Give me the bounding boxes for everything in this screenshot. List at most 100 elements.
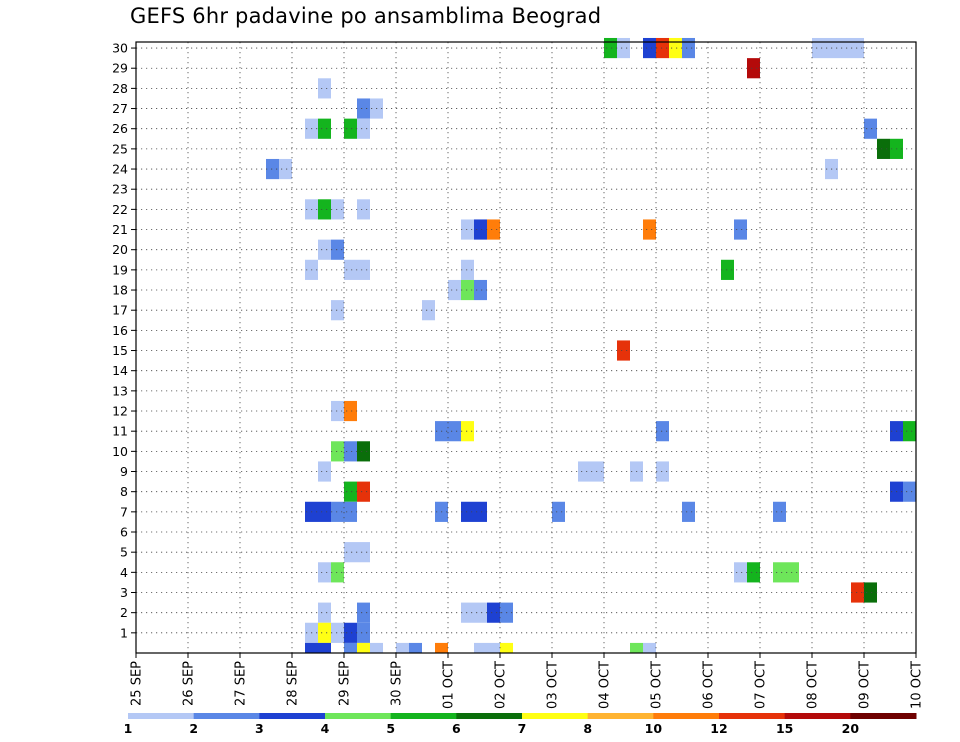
legend-swatch [850, 713, 917, 719]
legend-label: 6 [452, 721, 461, 736]
precip-cell [669, 37, 682, 59]
precip-cell [357, 642, 370, 653]
legend-label: 5 [386, 721, 395, 736]
precip-cell [357, 602, 370, 623]
legend-label: 2 [189, 721, 198, 736]
precip-cell [357, 199, 370, 220]
precip-cell [461, 279, 474, 301]
y-tick-label: 29 [112, 61, 128, 76]
precip-cell [331, 400, 344, 422]
y-tick-label: 2 [120, 605, 128, 620]
precip-cell [903, 421, 916, 442]
precip-cell [474, 602, 487, 623]
y-tick-label: 17 [112, 303, 128, 318]
precip-cell [474, 219, 487, 240]
precip-cell [448, 279, 461, 301]
y-tick-label: 19 [112, 262, 128, 277]
precip-cell [786, 562, 799, 583]
y-tick-label: 16 [112, 323, 128, 338]
precip-cell [344, 542, 357, 563]
y-tick-label: 23 [112, 182, 128, 197]
precip-cell [331, 199, 344, 220]
precip-cell [552, 501, 565, 522]
precip-cell [318, 602, 331, 623]
precip-cell [318, 642, 331, 653]
precip-cell [344, 622, 357, 643]
y-tick-label: 22 [112, 202, 128, 217]
precip-cell [747, 562, 760, 583]
x-tick-label: 28 SEP [286, 661, 301, 706]
precip-cell [461, 501, 474, 522]
legend-swatch [259, 713, 326, 719]
precip-cell [487, 642, 500, 653]
y-tick-label: 20 [112, 242, 128, 257]
precip-cell [344, 118, 357, 139]
precip-cell [643, 37, 656, 59]
precip-cell [331, 441, 344, 462]
x-tick-label: 25 SEP [130, 661, 145, 706]
legend-swatch [653, 713, 720, 719]
precip-cell [318, 562, 331, 583]
legend-swatch [456, 713, 523, 719]
legend-swatch [522, 713, 589, 719]
precip-cell [851, 582, 864, 603]
precip-cell [773, 501, 786, 522]
precip-cell [864, 118, 877, 139]
precip-cell [448, 421, 461, 442]
y-tick-label: 18 [112, 283, 128, 298]
precip-cell [279, 158, 292, 180]
precip-cell [344, 642, 357, 653]
precip-cell [877, 138, 890, 159]
legend-swatch [587, 713, 654, 719]
legend-label: 10 [645, 721, 663, 736]
precip-cell [461, 259, 474, 280]
grid-layer [136, 42, 916, 653]
precip-cell [630, 642, 643, 653]
precip-cell [344, 441, 357, 462]
y-tick-label: 5 [120, 545, 128, 560]
y-tick-label: 12 [112, 404, 128, 419]
precip-cell [331, 239, 344, 260]
precip-cell [721, 259, 734, 280]
x-tick-label: 01 OCT [442, 661, 457, 709]
precip-cell [617, 37, 630, 59]
legend-swatch [325, 713, 392, 719]
precip-cell [344, 481, 357, 502]
y-tick-label: 21 [112, 222, 128, 237]
plot-frame [135, 41, 917, 654]
y-tick-label: 24 [112, 162, 128, 177]
precip-cell [656, 421, 669, 442]
y-axis: 1234567891011121314151617181920212223242… [112, 41, 136, 640]
precip-cell [357, 118, 370, 139]
precip-cell [773, 562, 786, 583]
precip-cell [422, 300, 435, 321]
x-tick-label: 08 OCT [806, 661, 821, 709]
y-tick-label: 4 [120, 565, 128, 580]
x-tick-label: 07 OCT [754, 661, 769, 709]
precip-cell [357, 622, 370, 643]
precip-cell [344, 400, 357, 422]
y-tick-label: 26 [112, 121, 128, 136]
x-tick-label: 30 SEP [390, 661, 405, 706]
precip-cell [643, 642, 656, 653]
precip-cell [812, 37, 825, 59]
legend-label: 15 [776, 721, 793, 736]
x-tick-label: 03 OCT [546, 661, 561, 709]
x-tick-label: 10 OCT [910, 661, 925, 709]
precip-cell [461, 219, 474, 240]
precip-cell [578, 461, 591, 482]
precip-cell [682, 37, 695, 59]
x-tick-label: 29 SEP [338, 661, 353, 706]
legend-swatch [193, 713, 260, 719]
precip-cell [357, 481, 370, 502]
precip-cell [851, 37, 864, 59]
precip-cell [682, 501, 695, 522]
precip-cell [838, 37, 851, 59]
precip-cell [318, 199, 331, 220]
precip-cell [604, 37, 617, 59]
precip-cell [331, 622, 344, 643]
x-tick-label: 26 SEP [182, 661, 197, 706]
x-tick-label: 06 OCT [702, 661, 717, 709]
legend: 1 2 3 4 5 6 7 8 10 12 15 20 [124, 713, 917, 736]
